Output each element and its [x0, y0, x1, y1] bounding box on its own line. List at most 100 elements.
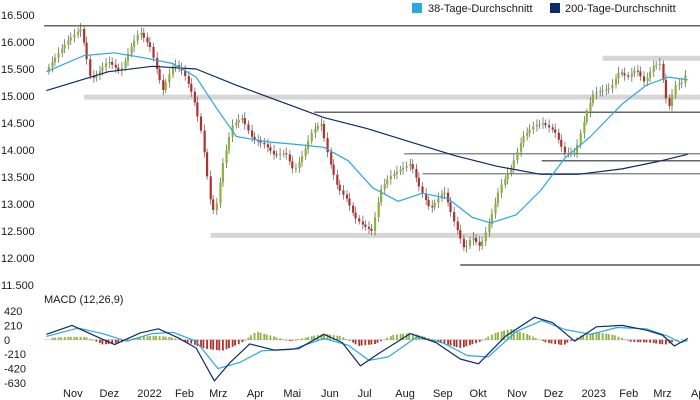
macd-histogram-bar — [564, 339, 566, 345]
candle-body — [168, 74, 171, 83]
macd-histogram-bar — [637, 339, 639, 343]
candle-body — [158, 69, 161, 81]
macd-histogram-bar — [542, 339, 544, 341]
candle-body — [291, 161, 294, 169]
candle-body — [519, 143, 523, 152]
candle-body — [85, 42, 88, 60]
candle-body — [510, 167, 513, 174]
candle-body — [162, 80, 165, 90]
candle-body — [332, 164, 335, 175]
macd-histogram-bar — [257, 331, 260, 340]
macd-histogram-bar — [127, 339, 129, 341]
x-tick-label: Feb — [175, 388, 194, 400]
macd-histogram-bar — [265, 334, 268, 340]
support-lines — [44, 25, 700, 266]
macd-histogram-bar — [427, 337, 430, 340]
candle-body — [601, 90, 604, 92]
candle-body — [456, 221, 459, 231]
candle-body — [662, 63, 665, 80]
candle-body — [320, 124, 323, 126]
candle-body — [591, 93, 594, 104]
candle-body — [304, 148, 307, 157]
candle-body — [294, 168, 298, 170]
candle-body — [338, 184, 341, 191]
candle-body — [101, 67, 104, 72]
macd-histogram-bar — [617, 336, 620, 340]
macd-histogram-bar — [186, 339, 189, 343]
candle-body — [352, 205, 355, 213]
macd-histogram-bar — [374, 339, 376, 345]
candle-body — [199, 116, 203, 131]
macd-histogram-bar — [633, 339, 636, 342]
candle-body — [298, 162, 301, 169]
macd-histogram-bar — [259, 332, 262, 340]
macd-histogram-bar — [484, 338, 487, 340]
macd-histogram-bar — [111, 339, 114, 344]
macd-histogram-bar — [465, 339, 468, 347]
x-tick-label: Dez — [100, 388, 120, 400]
candle-body — [484, 232, 487, 242]
candle-body — [399, 169, 402, 172]
macd-histogram-bar — [411, 333, 414, 340]
candle-body — [142, 33, 145, 38]
candle-body — [481, 241, 484, 246]
x-tick-label: Aug — [395, 388, 415, 400]
macd-histogram-bar — [168, 336, 171, 340]
price-tick-label: 16.500 — [1, 10, 35, 22]
legend-label-ma200: 200-Tage-Durchschnitt — [565, 3, 676, 15]
candle-body — [443, 192, 446, 194]
candle-body — [272, 150, 276, 155]
macd-histogram-bar — [313, 335, 316, 340]
macd-histogram-bar — [554, 339, 557, 344]
candle-body — [266, 144, 270, 148]
price-candles — [47, 23, 687, 253]
legend-label-ma38: 38-Tage-Durchschnitt — [428, 3, 533, 15]
macd-histogram-bar — [538, 339, 541, 341]
candle-body — [433, 202, 436, 208]
candle-body — [668, 98, 671, 106]
macd-histogram-bar — [573, 339, 576, 340]
candle-body — [336, 174, 339, 185]
candle-body — [253, 136, 256, 141]
candle-body — [554, 129, 557, 133]
x-tick-label: 2023 — [582, 388, 606, 400]
macd-histogram-bar — [453, 339, 456, 347]
candle-body — [575, 144, 579, 153]
macd-histogram-bar — [643, 339, 645, 343]
macd-histogram-bar — [570, 339, 572, 341]
macd-histogram-bar — [67, 336, 70, 340]
macd-histogram-bar — [649, 339, 652, 343]
candle-body — [544, 123, 547, 126]
candle-body — [532, 126, 535, 130]
macd-histogram-bar — [117, 339, 120, 343]
candle-body — [427, 199, 430, 207]
candle-body — [409, 164, 412, 166]
candle-body — [322, 124, 326, 139]
macd-histogram-bar — [494, 332, 497, 340]
macd-histogram-bar — [645, 339, 648, 343]
macd-histogram-bar — [512, 329, 515, 340]
candle-body — [415, 168, 418, 178]
candle-body — [589, 103, 592, 113]
macd-histogram-bar — [275, 337, 278, 340]
candle-body — [259, 141, 262, 143]
candle-body — [47, 67, 50, 72]
macd-histogram-bar — [326, 334, 329, 340]
macd-histogram-bar — [443, 339, 446, 345]
price-tick-label: 12.000 — [1, 253, 35, 265]
candle-body — [465, 245, 468, 248]
macd-histogram-bar — [532, 336, 535, 340]
candle-body — [73, 34, 76, 38]
candle-body — [541, 123, 545, 125]
macd-histogram-bar — [164, 336, 167, 340]
macd-histogram-bar — [364, 339, 367, 346]
candle-body — [386, 179, 389, 185]
candle-body — [269, 147, 272, 151]
candle-body — [449, 202, 452, 213]
macd-histogram-bar — [225, 339, 228, 350]
candle-body — [358, 218, 361, 222]
candle-body — [152, 47, 155, 58]
candle-body — [658, 63, 661, 66]
macd-histogram-bar — [105, 339, 107, 345]
